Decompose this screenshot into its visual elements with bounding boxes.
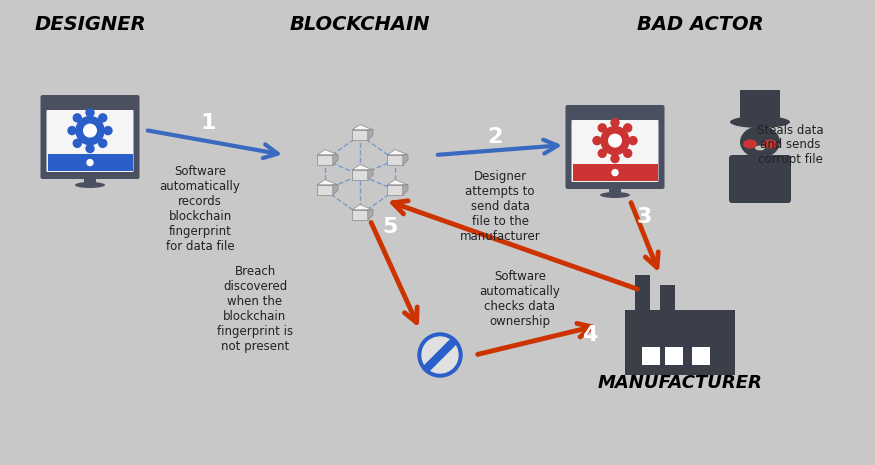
Polygon shape (368, 170, 373, 180)
Text: DESIGNER: DESIGNER (34, 15, 146, 34)
Polygon shape (318, 150, 338, 155)
Text: 1: 1 (200, 113, 216, 133)
Circle shape (99, 114, 107, 122)
Polygon shape (402, 155, 408, 165)
Ellipse shape (730, 116, 790, 128)
Text: Designer
attempts to
send data
file to the
manufacturer: Designer attempts to send data file to t… (459, 170, 541, 243)
Circle shape (74, 140, 81, 147)
Polygon shape (388, 185, 402, 195)
Bar (635, 275, 650, 310)
Polygon shape (368, 130, 373, 140)
Text: Steals data
and sends
corrupt file: Steals data and sends corrupt file (757, 124, 823, 166)
Polygon shape (402, 185, 408, 195)
Polygon shape (353, 130, 367, 140)
Polygon shape (318, 155, 332, 165)
FancyBboxPatch shape (729, 155, 791, 203)
FancyBboxPatch shape (565, 105, 664, 189)
Bar (609, 185, 621, 195)
Circle shape (87, 159, 93, 166)
Polygon shape (353, 205, 373, 210)
Circle shape (593, 137, 601, 145)
Text: Software
automatically
checks data
ownership: Software automatically checks data owner… (480, 270, 561, 328)
Ellipse shape (743, 140, 757, 148)
Polygon shape (388, 155, 402, 165)
Text: Breach
discovered
when the
blockchain
fingerprint is
not present: Breach discovered when the blockchain fi… (217, 265, 293, 353)
Circle shape (84, 124, 96, 137)
Circle shape (601, 126, 629, 154)
Circle shape (86, 109, 94, 117)
FancyBboxPatch shape (572, 164, 657, 181)
Circle shape (611, 154, 619, 163)
Circle shape (598, 124, 606, 132)
Polygon shape (353, 165, 373, 170)
Text: BAD ACTOR: BAD ACTOR (637, 15, 763, 34)
Polygon shape (388, 150, 408, 155)
Circle shape (99, 140, 107, 147)
Circle shape (418, 333, 462, 377)
Bar (642, 347, 660, 365)
Circle shape (76, 117, 104, 145)
Ellipse shape (75, 182, 105, 188)
Text: MANUFACTURER: MANUFACTURER (598, 374, 762, 392)
Bar (84, 175, 96, 185)
Bar (625, 310, 735, 375)
Circle shape (624, 149, 632, 157)
Polygon shape (318, 179, 338, 185)
Circle shape (598, 149, 606, 157)
Text: 5: 5 (382, 217, 397, 237)
Polygon shape (353, 210, 367, 220)
Circle shape (68, 126, 76, 134)
Circle shape (609, 134, 621, 147)
Polygon shape (388, 179, 408, 185)
Circle shape (612, 170, 618, 176)
FancyBboxPatch shape (740, 90, 780, 122)
Circle shape (629, 137, 637, 145)
Polygon shape (368, 210, 373, 220)
Polygon shape (332, 155, 338, 165)
Text: BLOCKCHAIN: BLOCKCHAIN (290, 15, 430, 34)
FancyBboxPatch shape (40, 95, 139, 179)
Text: Software
automatically
records
blockchain
fingerprint
for data file: Software automatically records blockchai… (159, 165, 241, 253)
Bar (660, 285, 675, 310)
Text: 3: 3 (636, 207, 652, 227)
FancyBboxPatch shape (571, 120, 659, 182)
Ellipse shape (740, 126, 780, 158)
Bar (692, 347, 710, 365)
Circle shape (624, 124, 632, 132)
Polygon shape (353, 125, 373, 130)
Circle shape (611, 119, 619, 126)
FancyBboxPatch shape (46, 110, 134, 172)
FancyBboxPatch shape (47, 154, 132, 171)
Text: 4: 4 (583, 325, 598, 345)
Ellipse shape (763, 140, 777, 148)
Circle shape (86, 145, 94, 153)
Bar (665, 347, 683, 365)
Ellipse shape (755, 146, 765, 151)
Text: 2: 2 (487, 127, 502, 147)
Circle shape (74, 114, 81, 122)
Circle shape (104, 126, 112, 134)
Polygon shape (332, 185, 338, 195)
Polygon shape (353, 170, 367, 180)
Polygon shape (318, 185, 332, 195)
Circle shape (422, 337, 458, 373)
Ellipse shape (600, 192, 630, 198)
